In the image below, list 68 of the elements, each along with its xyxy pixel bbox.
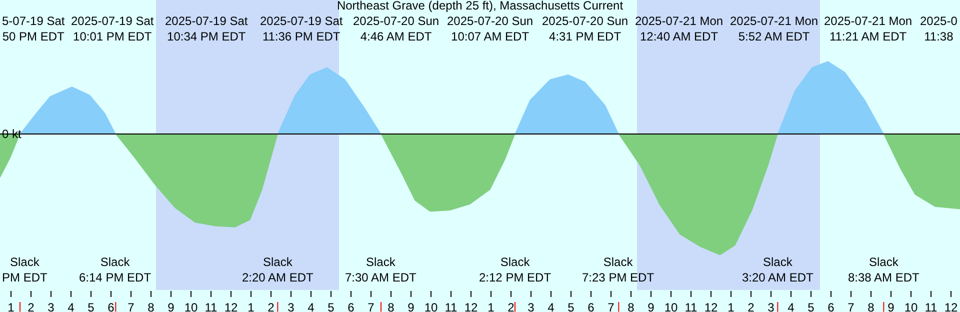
x-tick-label: 6: [828, 300, 835, 312]
x-tick-label: 12: [704, 300, 718, 312]
x-tick-label: 11: [684, 300, 698, 312]
x-tick-label: 4: [788, 300, 795, 312]
text: 2025-07-19 Sat 10:01 PM EDT: [71, 14, 154, 44]
annotation: Slack PM EDT: [2, 255, 48, 285]
text: 5-07-19 Sat 50 PM EDT: [2, 14, 66, 44]
x-tick-label: 7: [128, 300, 135, 312]
x-tick-label: 6: [108, 300, 115, 312]
x-tick-label: 11: [924, 300, 938, 312]
x-tick-label: 2: [748, 300, 755, 312]
x-tick-label: 4: [308, 300, 315, 312]
text: 2025-07-19 Sat 11:36 PM EDT: [260, 14, 344, 44]
x-tick-label: 11: [204, 300, 218, 312]
x-tick-label: 12: [464, 300, 478, 312]
x-tick-label: 11: [444, 300, 458, 312]
annotation: Slack 2:20 AM EDT: [242, 255, 314, 285]
x-tick-label: 5: [88, 300, 95, 312]
x-tick-label: 1: [248, 300, 255, 312]
x-tick-label: 9: [888, 300, 895, 312]
text: 2025-07-21 Mon 5:52 AM EDT: [730, 14, 818, 44]
x-tick-label: 4: [548, 300, 555, 312]
x-tick-label: 8: [628, 300, 635, 312]
x-tick-label: 10: [424, 300, 438, 312]
text: 2025-07-21 Mon 12:40 AM EDT: [635, 14, 724, 44]
x-tick-label: 10: [904, 300, 918, 312]
x-tick-label: 6: [348, 300, 355, 312]
x-tick-label: 5: [808, 300, 815, 312]
x-tick-label: 9: [168, 300, 175, 312]
x-tick-label: 1: [488, 300, 495, 312]
annotation: Slack 8:38 AM EDT: [848, 255, 920, 285]
x-tick-label: 10: [184, 300, 198, 312]
x-tick-label: 6: [588, 300, 595, 312]
x-tick-label: 9: [648, 300, 655, 312]
annotation: Slack 7:23 PM EDT: [582, 255, 655, 285]
x-tick-label: 7: [608, 300, 615, 312]
x-tick-label: 1: [728, 300, 735, 312]
text: 2025-0 11:38: [920, 14, 958, 44]
x-tick-label: 8: [868, 300, 875, 312]
text: 2025-07-21 Mon 11:21 AM EDT: [824, 14, 912, 44]
text: 2025-07-20 Sun 4:31 PM EDT: [542, 14, 628, 44]
text: 2025-07-19 Sat 10:34 PM EDT: [165, 14, 248, 44]
x-tick-label: 5: [328, 300, 335, 312]
x-tick-label: 2: [28, 300, 35, 312]
x-tick-label: 12: [944, 300, 958, 312]
x-tick-label: 1: [8, 300, 15, 312]
x-tick-label: 7: [848, 300, 855, 312]
x-tick-label: 3: [768, 300, 775, 312]
x-tick-label: 2: [268, 300, 275, 312]
x-tick-label: 12: [224, 300, 238, 312]
x-tick-label: 4: [68, 300, 75, 312]
annotation: Slack 7:30 AM EDT: [345, 255, 418, 285]
annotation: Slack 6:14 PM EDT: [79, 255, 152, 285]
x-tick-label: 3: [288, 300, 295, 312]
text: 2025-07-20 Sun 10:07 AM EDT: [447, 14, 534, 44]
x-tick-label: 7: [368, 300, 375, 312]
annotation: Slack 2:12 PM EDT: [479, 255, 552, 285]
x-tick-label: 3: [48, 300, 55, 312]
chart-title: Northeast Grave (depth 25 ft), Massachusetts Current: [336, 0, 624, 12]
x-tick-label: 9: [408, 300, 415, 312]
annotation: Slack 3:20 AM EDT: [742, 255, 814, 285]
x-tick-label: 10: [664, 300, 678, 312]
x-tick-label: 2: [508, 300, 515, 312]
x-tick-label: 5: [568, 300, 575, 312]
x-tick-label: 3: [528, 300, 535, 312]
x-tick-label: 8: [148, 300, 155, 312]
x-tick-label: 8: [388, 300, 395, 312]
text: 2025-07-20 Sun 4:46 AM EDT: [353, 14, 440, 44]
